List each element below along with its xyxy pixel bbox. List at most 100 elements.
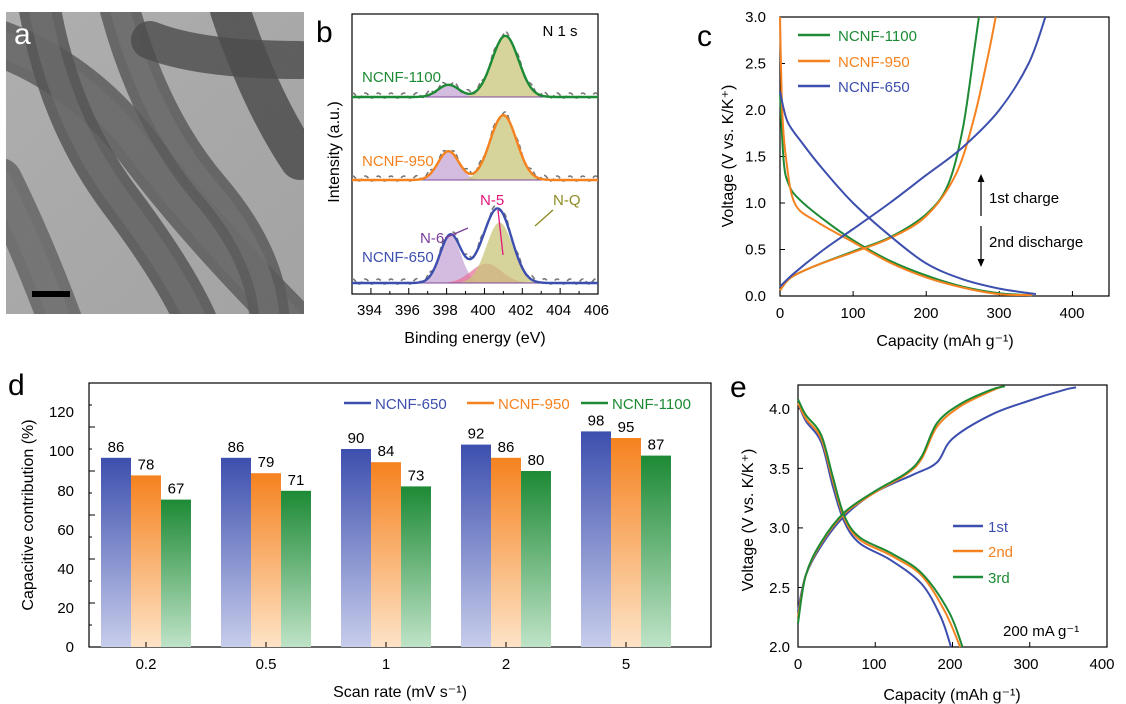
d-y-ticks: 0 20 40 60 80 100 120 [49, 404, 74, 656]
x-tick-label: 400 [470, 302, 495, 319]
annotation-discharge: 2nd discharge [989, 234, 1083, 251]
y-axis-title: Voltage (V vs. K/K⁺) [720, 85, 737, 228]
gcd-curves [779, 16, 1073, 297]
y-tick-label: 2.5 [769, 580, 790, 597]
y-tick-label: 2.0 [769, 639, 790, 656]
scale-bar [32, 291, 70, 297]
c-y-ticks: 0.0 0.5 1.0 1.5 2.0 2.5 3.0 [745, 9, 766, 305]
xps-raw-data [351, 31, 599, 99]
xps-envelope-ncnf-1100 [351, 34, 598, 99]
bar-ncnf-1100-2 [521, 471, 551, 647]
xps-plot-frame [351, 13, 599, 295]
d-legend: NCNF-650 NCNF-950 NCNF-1100 [344, 396, 691, 413]
x-tick-label: 0.5 [256, 656, 277, 673]
bar-ncnf-650-2 [461, 444, 491, 647]
arrow-down-head [977, 259, 985, 267]
xps-envelope-ncnf-650 [351, 207, 598, 285]
curve-ncnf-950-discharge [779, 16, 1033, 297]
bar-value-label: 78 [138, 456, 155, 473]
legend-label-ncnf950: NCNF-950 [838, 54, 910, 71]
xps-series-ncnf-1100 [351, 31, 599, 99]
legend-label-ncnf1100: NCNF-1100 [838, 28, 917, 45]
curve-1st-discharge [797, 402, 952, 648]
bar-ncnf-1100-0-5 [281, 490, 311, 647]
x-tick-label: 0 [776, 305, 784, 322]
curve-3rd-discharge [797, 398, 964, 648]
bar-series: 86 78 67 86 79 71 90 84 73 92 86 80 98 95 87 [89, 382, 671, 648]
xps-tick-marks [370, 288, 599, 294]
d-x-ticks: 0.2 0.5 1 2 5 [136, 656, 631, 673]
peak-label-nq: N-Q [553, 192, 581, 209]
panel-d: d 86 78 67 86 79 71 90 84 73 92 86 80 98 95 87 0 20 40… [8, 369, 712, 701]
x-tick-label: 398 [433, 302, 458, 319]
pointer-n5 [497, 209, 504, 256]
x-tick-label: 200 [937, 656, 962, 673]
y-tick-label: 80 [57, 483, 74, 500]
c-x-ticks: 0 100 200 300 400 [776, 305, 1085, 322]
bar-ncnf-1100-1 [401, 486, 431, 647]
x-axis-title: Capacity (mAh g⁻¹) [876, 333, 1013, 350]
x-tick-label: 0 [794, 656, 802, 673]
x-tick-label: 394 [357, 302, 382, 319]
peak-fill-n-q [352, 35, 598, 97]
legend-label-ncnf650: NCNF-650 [375, 396, 447, 413]
x-tick-label: 200 [913, 305, 938, 322]
annotation-charge: 1st charge [989, 190, 1059, 207]
bar-ncnf-650-5 [581, 431, 611, 647]
panel-e: e 2.0 2.5 3.0 3.5 4.0 0 100 200 300 400 … [730, 371, 1115, 704]
peak-pointers [444, 209, 554, 256]
y-tick-label: 3.0 [745, 9, 766, 26]
legend-label-1st: 1st [988, 519, 1009, 536]
bar-value-label: 84 [378, 443, 395, 460]
bar-value-label: 87 [648, 437, 665, 454]
gcd-plot-frame [779, 16, 1110, 297]
bar-value-label: 86 [228, 439, 245, 456]
e-y-ticks: 2.0 2.5 3.0 3.5 4.0 [769, 401, 790, 656]
y-tick-label: 4.0 [769, 401, 790, 418]
pointer-nq [534, 209, 554, 227]
c-legend: NCNF-1100 NCNF-950 NCNF-650 [798, 28, 917, 96]
x-tick-label: 2 [502, 656, 510, 673]
y-tick-label: 60 [57, 522, 74, 539]
curve-2nd-discharge [797, 402, 962, 648]
legend-label-3rd: 3rd [988, 570, 1010, 587]
xps-envelope-ncnf-950 [352, 113, 598, 182]
bar-value-label: 98 [588, 412, 605, 429]
y-tick-label: 40 [57, 561, 74, 578]
xps-raw-data [351, 205, 599, 285]
xps-series-ncnf-650 [351, 205, 599, 285]
bar-value-label: 86 [498, 439, 515, 456]
panel-label-a: a [14, 18, 31, 51]
x-tick-label: 100 [861, 656, 886, 673]
x-axis-title: Scan rate (mV s⁻¹) [333, 684, 467, 701]
bar-value-label: 80 [528, 452, 545, 469]
series-label-ncnf1100: NCNF-1100 [362, 69, 441, 86]
x-tick-label: 1 [382, 656, 390, 673]
peak-fill-n-q [352, 115, 598, 180]
x-tick-label: 0.2 [136, 656, 157, 673]
bar-value-label: 71 [288, 472, 305, 489]
x-tick-label: 406 [584, 302, 609, 319]
y-tick-label: 120 [49, 404, 74, 421]
cycling-curves [797, 385, 1108, 648]
y-tick-label: 0 [66, 639, 74, 656]
legend-label-ncnf650: NCNF-650 [838, 79, 910, 96]
xps-x-ticks: 394 396 398 400 402 404 406 [357, 302, 609, 319]
curve-ncnf-650-charge [779, 16, 1047, 288]
y-axis-title: Capacitive contribution (%) [20, 419, 37, 610]
y-tick-label: 2.0 [745, 102, 766, 119]
bar-value-label: 67 [168, 481, 185, 498]
series-label-ncnf650: NCNF-650 [362, 249, 434, 266]
peak-label-n6: N-6 [420, 230, 444, 247]
arrow-up-head [977, 174, 985, 182]
bar-ncnf-1100-0-2 [161, 499, 191, 647]
bar-value-label: 73 [408, 467, 425, 484]
bar-ncnf-950-2 [491, 457, 521, 647]
y-tick-label: 1.5 [745, 149, 766, 166]
panel-c: c 0.0 0.5 1.0 1.5 2.0 2.5 3.0 0 100 200 … [697, 9, 1110, 350]
y-tick-label: 0.0 [745, 288, 766, 305]
xps-raw-data [351, 111, 599, 182]
bar-value-label: 79 [258, 454, 275, 471]
y-tick-label: 100 [49, 443, 74, 460]
